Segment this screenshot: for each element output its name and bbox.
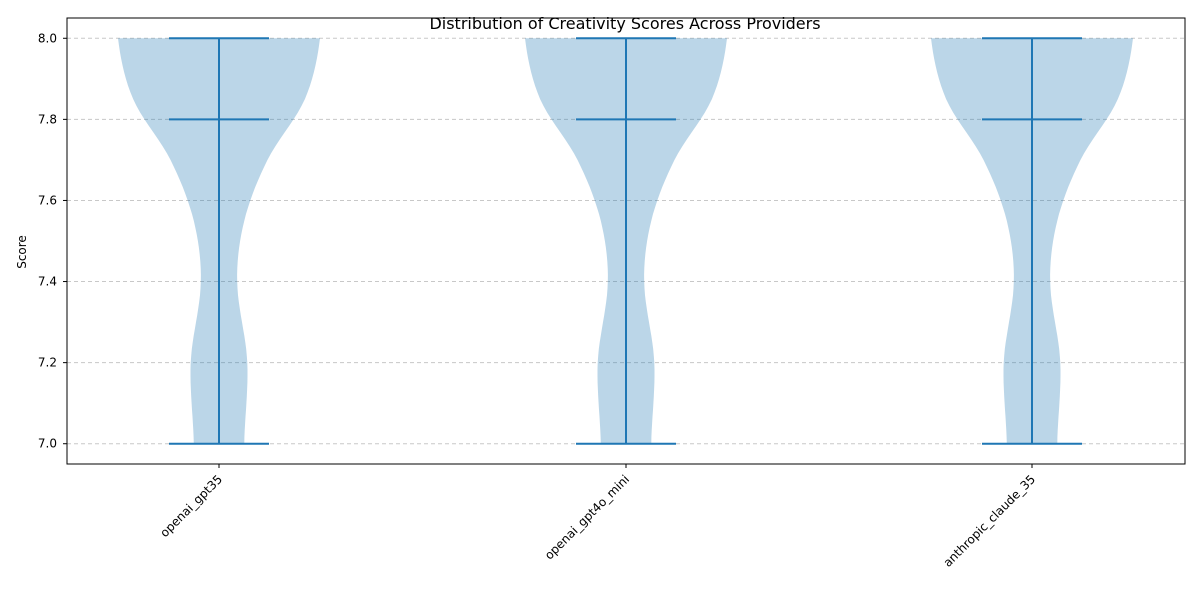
y-axis-label: Score xyxy=(15,235,29,269)
y-axis: 7.0 7.2 7.4 7.6 7.8 8.0 xyxy=(38,31,67,451)
y-tick-label: 7.2 xyxy=(38,356,57,370)
violins xyxy=(118,37,1133,445)
x-tick-label: anthropic_claude_35 xyxy=(941,472,1039,570)
y-tick-label: 7.6 xyxy=(38,193,57,207)
y-tick-label: 7.8 xyxy=(38,112,57,126)
x-axis: openai_gpt35 openai_gpt4o_mini anthropic_c… xyxy=(157,464,1038,570)
chart-title: Distribution of Creativity Scores Across… xyxy=(429,14,820,33)
y-tick-label: 7.0 xyxy=(38,437,57,451)
y-tick-label: 7.4 xyxy=(38,275,57,289)
x-tick-label: openai_gpt4o_mini xyxy=(542,472,632,562)
x-tick-label: openai_gpt35 xyxy=(157,472,225,540)
y-tick-label: 8.0 xyxy=(38,31,57,45)
